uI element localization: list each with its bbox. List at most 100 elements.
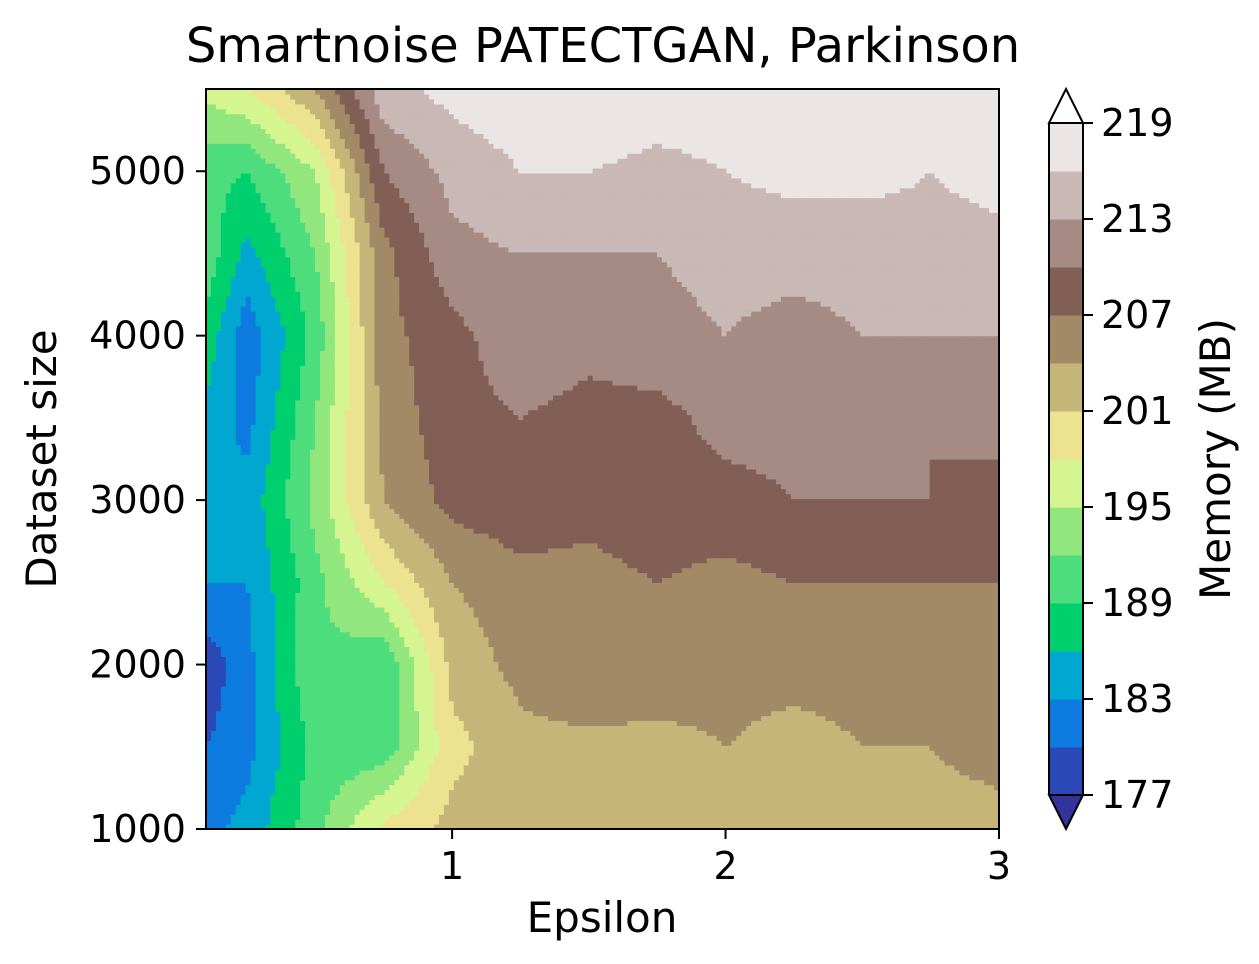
contour-cell — [225, 779, 232, 786]
contour-cell — [379, 804, 386, 810]
contour-cell — [389, 745, 395, 751]
contour-cell — [959, 759, 965, 766]
contour-cell — [671, 685, 678, 692]
contour-cell — [374, 685, 381, 692]
contour-cell — [503, 681, 509, 687]
contour-cell — [315, 676, 321, 682]
contour-cell — [587, 695, 594, 702]
contour-cell — [424, 824, 430, 829]
contour-cell — [929, 695, 936, 702]
contour-cell — [478, 725, 485, 731]
contour-cell — [790, 695, 797, 702]
contour-cell — [354, 730, 361, 736]
contour-cell — [379, 769, 386, 776]
contour-cell — [686, 676, 693, 682]
contour-cell — [379, 681, 386, 687]
contour-cell — [909, 779, 916, 786]
contour-cell — [374, 695, 381, 702]
contour-cell — [468, 715, 475, 722]
contour-cell — [686, 720, 693, 726]
contour-cell — [780, 784, 787, 791]
contour-cell — [820, 740, 827, 746]
contour-cell — [300, 774, 306, 781]
contour-cell — [959, 740, 965, 746]
contour-cell — [855, 809, 861, 815]
contour-cell — [552, 784, 559, 791]
contour-cell — [766, 759, 772, 766]
contour-cell — [657, 685, 663, 692]
contour-cell — [206, 745, 212, 751]
contour-cell — [974, 715, 980, 722]
contour-cell — [275, 681, 281, 687]
contour-cell — [825, 715, 832, 722]
contour-cell — [453, 730, 460, 736]
contour-cell — [984, 819, 990, 825]
contour-cell — [557, 774, 564, 781]
contour-cell — [726, 681, 732, 687]
contour-cell — [612, 700, 618, 707]
contour-cell — [404, 695, 410, 702]
contour-cell — [438, 710, 445, 717]
contour-cell — [686, 735, 693, 741]
contour-cell — [686, 764, 693, 771]
contour-cell — [800, 774, 807, 781]
contour-cell — [899, 681, 906, 687]
contour-cell — [865, 804, 871, 810]
contour-cell — [815, 759, 822, 766]
contour-cell — [919, 700, 926, 707]
contour-cell — [419, 794, 425, 800]
contour-cell — [424, 695, 430, 702]
contour-cell — [711, 700, 718, 707]
contour-cell — [260, 740, 267, 746]
contour-cell — [830, 819, 837, 825]
contour-cell — [880, 755, 886, 761]
contour-cell — [751, 730, 757, 736]
contour-cell — [319, 705, 326, 712]
contour-cell — [354, 725, 361, 731]
contour-cell — [305, 769, 311, 776]
contour-cell — [538, 774, 544, 781]
contour-cell — [245, 750, 252, 756]
contour-cell — [533, 784, 539, 791]
contour-cell — [319, 789, 326, 796]
contour-cell — [934, 824, 941, 829]
contour-cell — [275, 794, 281, 800]
contour-cell — [850, 710, 856, 717]
contour-cell — [835, 814, 841, 820]
contour-cell — [429, 715, 435, 722]
contour-cell — [676, 725, 683, 731]
contour-cell — [577, 730, 584, 736]
contour-cell — [552, 814, 559, 820]
contour-cell — [384, 759, 390, 766]
contour-cell — [726, 799, 732, 805]
contour-cell — [800, 710, 807, 717]
contour-cell — [280, 804, 286, 810]
contour-cell — [865, 710, 871, 717]
contour-cell — [721, 755, 728, 761]
contour-cell — [572, 720, 579, 726]
contour-cell — [885, 676, 891, 682]
contour-cell — [805, 685, 812, 692]
contour-cell — [498, 725, 504, 731]
contour-cell — [270, 745, 276, 751]
contour-cell — [305, 799, 311, 805]
contour-cell — [300, 745, 306, 751]
contour-cell — [369, 740, 376, 746]
contour-cell — [875, 720, 881, 726]
contour-cell — [562, 720, 569, 726]
contour-cell — [954, 740, 960, 746]
contour-cell — [904, 750, 911, 756]
contour-cell — [503, 690, 509, 697]
contour-cell — [354, 814, 361, 820]
contour-cell — [726, 784, 732, 791]
contour-cell — [503, 720, 509, 726]
contour-cell — [954, 705, 960, 712]
contour-cell — [622, 695, 628, 702]
contour-cell — [805, 690, 812, 697]
contour-cell — [949, 794, 955, 800]
contour-cell — [473, 769, 480, 776]
contour-cell — [394, 789, 400, 796]
contour-cell — [547, 735, 554, 741]
contour-cell — [860, 794, 866, 800]
contour-cell — [265, 764, 272, 771]
